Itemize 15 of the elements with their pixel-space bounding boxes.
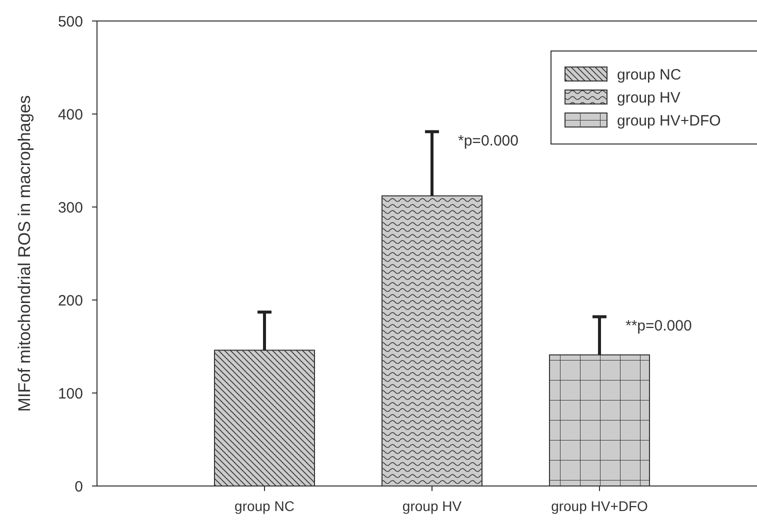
x-tick-label: group HV <box>402 498 462 514</box>
y-tick-label: 100 <box>58 385 83 402</box>
legend-label: group HV+DFO <box>617 112 721 130</box>
x-tick-label: group HV+DFO <box>551 498 648 514</box>
annotation: *p=0.000 <box>458 132 518 150</box>
y-tick-label: 200 <box>58 292 83 310</box>
y-tick-label: 400 <box>58 106 83 124</box>
y-axis-title: MIFof mitochondrial ROS in macrophages <box>15 95 34 412</box>
y-tick-label: 300 <box>58 199 83 216</box>
legend-label: group HV <box>617 89 680 106</box>
legend-label: group NC <box>617 66 682 84</box>
y-tick-label: 500 <box>58 13 83 30</box>
y-tick-label: 0 <box>74 478 83 496</box>
x-tick-label: group NC <box>234 498 294 514</box>
annotation: **p=0.000 <box>626 318 692 335</box>
